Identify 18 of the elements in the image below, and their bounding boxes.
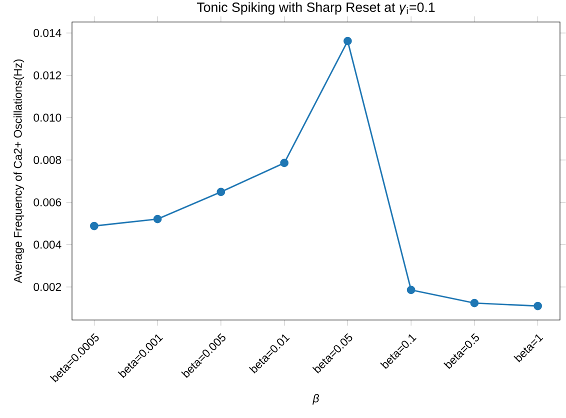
point bbox=[343, 36, 352, 46]
y-tick-label: 0.008 bbox=[34, 156, 62, 164]
y-tick-label: 0.004 bbox=[34, 240, 62, 249]
y-tick-label: 0.014 bbox=[34, 29, 62, 38]
point bbox=[406, 286, 416, 294]
chart-title: Tonic Spiking with Sharp Reset at γ$_{i}$=0.1 bbox=[196, 2, 435, 15]
y-tick-label: 0.012 bbox=[34, 71, 62, 80]
y-tick-label: 0.006 bbox=[34, 198, 62, 206]
point bbox=[153, 214, 162, 224]
point bbox=[470, 298, 479, 308]
point bbox=[216, 188, 226, 196]
point bbox=[534, 302, 542, 310]
point bbox=[90, 222, 98, 230]
point bbox=[280, 158, 289, 168]
y-axis-title: Average Frequency of Ca2+ Oscillations(Hz) bbox=[14, 60, 24, 284]
y-tick-label: 0.002 bbox=[34, 282, 62, 291]
x-axis-title: β bbox=[312, 394, 319, 405]
y-tick-label: 0.010 bbox=[34, 114, 62, 122]
